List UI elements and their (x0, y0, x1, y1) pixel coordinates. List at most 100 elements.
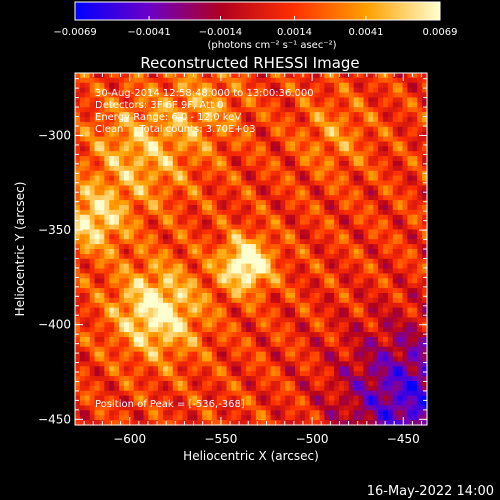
heatmap-cell (109, 400, 115, 407)
heatmap-cell (197, 239, 203, 245)
heatmap-cell (197, 175, 203, 182)
heatmap-cell (378, 239, 384, 245)
heatmap-cell (109, 302, 115, 309)
heatmap-cell (123, 234, 130, 240)
heatmap-cell (84, 73, 91, 79)
heatmap-cell (363, 112, 369, 118)
heatmap-cell (99, 317, 105, 323)
heatmap-cell (84, 395, 91, 402)
heatmap-cell (104, 366, 110, 372)
heatmap-cell (348, 322, 355, 328)
heatmap-cell (187, 263, 193, 270)
heatmap-cell (211, 356, 218, 363)
heatmap-cell (397, 307, 404, 314)
heatmap-cell (114, 107, 120, 113)
heatmap-cell (119, 327, 125, 333)
heatmap-cell (378, 356, 384, 363)
heatmap-cell (363, 92, 369, 99)
heatmap-cell (246, 395, 252, 402)
heatmap-cell (251, 337, 257, 343)
heatmap-cell (148, 161, 154, 167)
heatmap-cell (314, 258, 321, 265)
heatmap-cell (167, 151, 174, 157)
heatmap-cell (246, 131, 252, 138)
heatmap-cell (128, 317, 135, 323)
heatmap-cell (153, 239, 159, 245)
heatmap-cell (119, 87, 125, 94)
heatmap-cell (368, 141, 374, 147)
heatmap-cell (314, 253, 321, 260)
heatmap-cell (153, 385, 159, 392)
heatmap-cell (343, 302, 350, 309)
heatmap-cell (167, 146, 174, 152)
heatmap-cell (231, 288, 237, 294)
heatmap-cell (226, 205, 233, 211)
heatmap-cell (402, 77, 409, 84)
heatmap-cell (397, 146, 404, 152)
heatmap-cell (94, 195, 101, 201)
heatmap-cell (353, 136, 360, 143)
heatmap-cell (275, 112, 281, 118)
heatmap-cell (290, 146, 296, 152)
heatmap-cell (373, 312, 379, 319)
heatmap-cell (177, 195, 184, 201)
heatmap-cell (167, 288, 174, 294)
heatmap-cell (216, 112, 223, 118)
heatmap-cell (309, 361, 316, 367)
heatmap-cell (358, 97, 365, 103)
heatmap-cell (109, 161, 115, 167)
heatmap-cell (79, 156, 86, 162)
heatmap-cell (75, 371, 81, 377)
heatmap-cell (368, 112, 374, 118)
heatmap-cell (329, 312, 335, 319)
heatmap-cell (407, 161, 413, 167)
heatmap-cell (109, 341, 115, 348)
heatmap-cell (334, 337, 340, 343)
heatmap-cell (290, 278, 296, 284)
heatmap-cell (397, 205, 404, 211)
heatmap-cell (197, 361, 203, 367)
heatmap-cell (133, 190, 140, 196)
heatmap-cell (270, 239, 277, 245)
heatmap-cell (148, 278, 154, 284)
heatmap-cell (119, 141, 125, 147)
heatmap-cell (387, 297, 394, 304)
heatmap-cell (104, 185, 110, 191)
heatmap-cell (295, 278, 301, 284)
heatmap-cell (387, 219, 394, 226)
heatmap-cell (153, 390, 159, 397)
heatmap-cell (412, 332, 418, 338)
heatmap-cell (143, 151, 149, 157)
heatmap-cell (207, 322, 213, 328)
colorbar: −0.0069 −0.0041 −0.0014 0.0014 0.0041 0.0069 … (53, 1, 458, 51)
heatmap-cell (133, 405, 140, 411)
heatmap-cell (334, 273, 340, 279)
heatmap-cell (255, 200, 262, 206)
heatmap-cell (207, 278, 213, 284)
heatmap-cell (299, 102, 306, 108)
heatmap-cell (84, 376, 91, 382)
heatmap-cell (358, 165, 365, 172)
heatmap-cell (270, 337, 277, 343)
heatmap-cell (255, 87, 262, 94)
heatmap-cell (84, 121, 91, 128)
heatmap-cell (309, 376, 316, 382)
heatmap-cell (114, 161, 120, 167)
heatmap-cell (397, 297, 404, 304)
heatmap-cell (231, 97, 237, 103)
heatmap-cell (290, 77, 296, 84)
heatmap-cell (133, 322, 140, 328)
heatmap-cell (104, 161, 110, 167)
heatmap-cell (104, 371, 110, 377)
heatmap-cell (304, 371, 311, 377)
heatmap-cell (251, 341, 257, 348)
heatmap-cell (295, 165, 301, 172)
heatmap-cell (75, 376, 81, 382)
heatmap-cell (148, 288, 154, 294)
heatmap-cell (407, 278, 413, 284)
heatmap-cell (309, 322, 316, 328)
heatmap-cell (358, 337, 365, 343)
heatmap-cell (304, 214, 311, 221)
heatmap-cell (383, 356, 389, 363)
heatmap-cell (158, 185, 164, 191)
